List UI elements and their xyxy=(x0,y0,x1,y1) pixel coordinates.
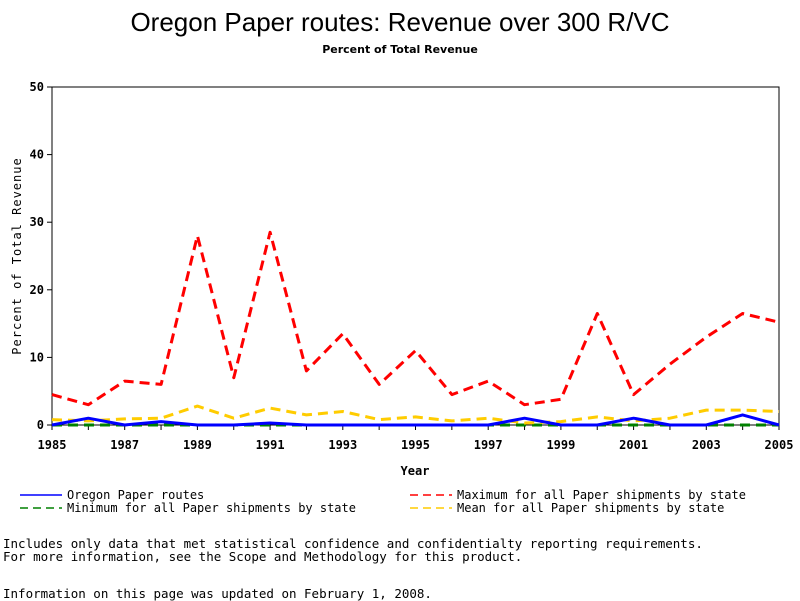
footnote-updated: Information on this page was updated on … xyxy=(3,586,432,601)
legend-label-0: Oregon Paper routes xyxy=(67,488,204,502)
x-tick-label: 1991 xyxy=(256,438,285,452)
x-tick-label: 1999 xyxy=(546,438,575,452)
chart-title: Oregon Paper routes: Revenue over 300 R/… xyxy=(130,7,669,37)
footnote-confidence: Includes only data that met statistical … xyxy=(3,536,703,551)
y-tick-label: 30 xyxy=(30,215,44,229)
footnote-methodology: For more information, see the Scope and … xyxy=(3,549,523,564)
x-tick-label: 1993 xyxy=(328,438,357,452)
series-line-0 xyxy=(51,413,780,427)
x-tick-label: 1989 xyxy=(183,438,212,452)
y-tick-label: 50 xyxy=(30,80,44,94)
y-axis: 0 10 20 30 40 50 xyxy=(30,80,52,432)
y-tick-label: 20 xyxy=(30,283,44,297)
y-tick-label: 10 xyxy=(30,350,44,364)
x-tick-label: 2005 xyxy=(765,438,794,452)
series-line-1 xyxy=(51,230,780,407)
x-tick-label: 1985 xyxy=(38,438,67,452)
x-tick-label: 2003 xyxy=(692,438,721,452)
y-tick-label: 40 xyxy=(30,148,44,162)
legend-label-1: Maximum for all Paper shipments by state xyxy=(457,488,746,502)
series-line-3 xyxy=(51,404,780,425)
x-tick-label: 1987 xyxy=(110,438,139,452)
x-axis: 1985 1987 1989 1991 1993 1995 1997 1999 2001 2003… xyxy=(38,425,794,452)
x-axis-label: Year xyxy=(401,464,430,478)
x-tick-label: 1997 xyxy=(474,438,503,452)
legend-label-2: Minimum for all Paper shipments by state xyxy=(67,501,356,515)
x-tick-label: 2001 xyxy=(619,438,648,452)
legend: Oregon Paper routes Maximum for all Paper… xyxy=(20,488,746,515)
y-tick-label: 0 xyxy=(37,418,44,432)
x-tick-label: 1995 xyxy=(401,438,430,452)
legend-label-3: Mean for all Paper shipments by state xyxy=(457,501,724,515)
series-layer xyxy=(51,230,780,427)
plot-frame xyxy=(51,86,780,426)
y-axis-label: Percent of Total Revenue xyxy=(10,157,24,354)
chart-subtitle: Percent of Total Revenue xyxy=(322,43,478,56)
